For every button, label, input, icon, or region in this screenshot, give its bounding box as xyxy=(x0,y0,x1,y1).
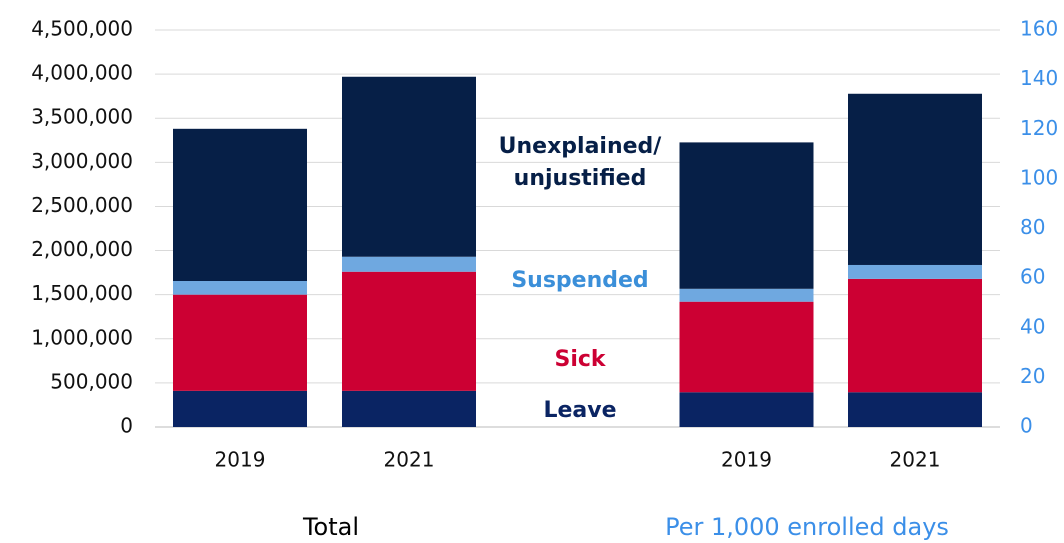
bar-segment xyxy=(679,288,814,302)
y-tick-label: 0 xyxy=(120,414,133,438)
group-title: Total xyxy=(302,513,359,541)
bar-segment xyxy=(848,93,982,265)
x-tick-label: 2019 xyxy=(721,448,772,472)
legend-label: Suspended xyxy=(511,268,648,293)
y2-tick-label: 120 xyxy=(1020,116,1058,140)
x-tick-label: 2019 xyxy=(215,448,266,472)
y2-tick-label: 100 xyxy=(1020,165,1058,189)
bar-segment xyxy=(173,390,307,427)
y-tick-label: 1,500,000 xyxy=(31,281,133,305)
bar-segment xyxy=(173,280,307,295)
y-tick-label: 1,000,000 xyxy=(31,325,133,349)
y2-tick-label: 20 xyxy=(1020,364,1045,388)
bar-segment xyxy=(342,256,476,272)
y2-tick-label: 80 xyxy=(1020,215,1045,239)
group-title: Per 1,000 enrolled days xyxy=(665,513,949,541)
x-tick-label: 2021 xyxy=(890,448,941,472)
legend-line: Leave xyxy=(543,398,616,423)
y2-tick-label: 140 xyxy=(1020,66,1058,90)
y-tick-label: 3,000,000 xyxy=(31,149,133,173)
y-tick-label: 3,500,000 xyxy=(31,105,133,129)
legend-line: Unexplained/ xyxy=(499,134,663,159)
legend-line: Suspended xyxy=(511,268,648,293)
bar-segment xyxy=(173,294,307,391)
legend-line: unjustified xyxy=(514,166,647,191)
bar-segment xyxy=(342,390,476,427)
x-tick-label: 2021 xyxy=(384,448,435,472)
y2-tick-label: 40 xyxy=(1020,314,1045,338)
bar-segment xyxy=(848,278,982,393)
bar-segment xyxy=(848,264,982,279)
bar-segment xyxy=(342,76,476,257)
legend-line: Sick xyxy=(554,347,606,372)
legend-label: Sick xyxy=(554,347,606,372)
y-tick-label: 4,500,000 xyxy=(31,17,133,41)
bar-segment xyxy=(679,392,814,427)
y-tick-label: 500,000 xyxy=(50,369,133,393)
y-tick-label: 2,500,000 xyxy=(31,193,133,217)
legend-label: Leave xyxy=(543,398,616,423)
bar-segment xyxy=(679,301,814,393)
legend-label: Unexplained/unjustified xyxy=(499,134,663,191)
y2-tick-label: 0 xyxy=(1020,414,1033,438)
bar-segment xyxy=(848,392,982,427)
y2-tick-label: 60 xyxy=(1020,265,1045,289)
bar-segment xyxy=(173,128,307,281)
bar-segment xyxy=(679,142,814,289)
bar-segment xyxy=(342,271,476,391)
y-tick-label: 4,000,000 xyxy=(31,61,133,85)
y2-tick-label: 160 xyxy=(1020,17,1058,41)
y-tick-label: 2,000,000 xyxy=(31,237,133,261)
